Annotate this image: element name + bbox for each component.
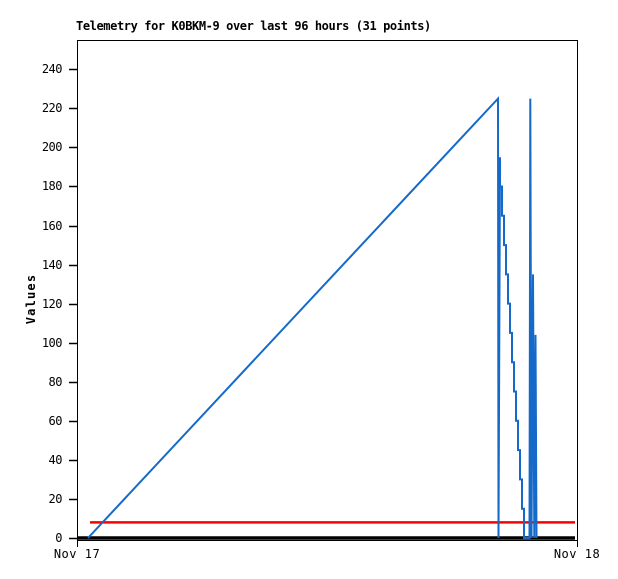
y-tick-label: 240 [41,62,63,76]
x-tick-label: Nov 18 [553,547,601,561]
y-tick-label: 80 [48,375,63,389]
y-tick-label: 40 [48,453,63,467]
telemetry-line [87,96,538,539]
y-tick-label: 120 [41,297,63,311]
x-tick-label: Nov 17 [53,547,101,561]
y-tick-label: 160 [41,219,63,233]
y-tick-label: 0 [55,531,62,545]
chart-title: Telemetry for K0BKM-9 over last 96 hours… [76,19,431,33]
y-tick-label: 200 [41,140,63,154]
y-tick-label: 20 [48,492,63,506]
y-tick-label: 140 [41,258,63,272]
y-tick-label: 60 [48,414,63,428]
y-tick-label: 100 [41,336,63,350]
plot-border [77,40,578,541]
y-tick-label: 180 [41,179,63,193]
y-tick-label: 220 [41,101,63,115]
